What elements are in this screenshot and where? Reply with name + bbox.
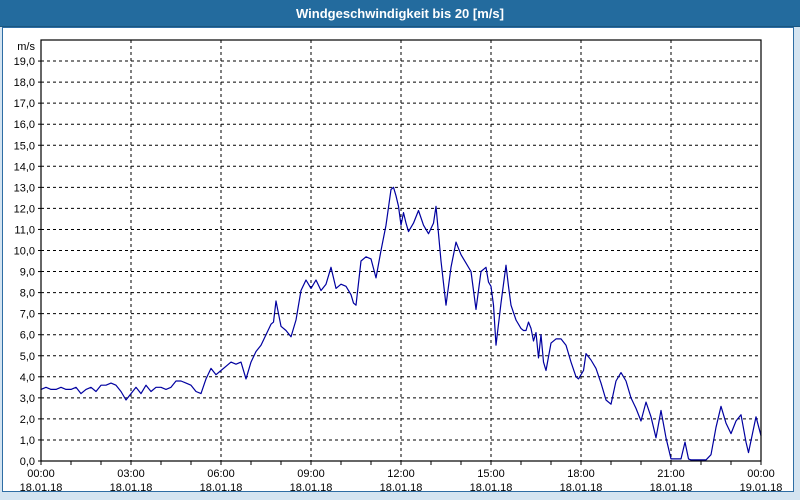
y-tick-label: 4,0 bbox=[20, 372, 35, 384]
y-tick-label: 0,0 bbox=[20, 456, 35, 468]
x-axis-labels: 00:00 18.01.18 03:00 18.01.18 06:00 18.01.18 0… bbox=[20, 468, 783, 491]
chart-frame: 0,0 1,0 2,0 3,0 4,0 5,0 6,0 7,0 8,0 9,0 10,0 11,0 12… bbox=[2, 27, 794, 492]
y-tick-label: 10,0 bbox=[14, 246, 35, 258]
y-tick-label: 12,0 bbox=[14, 203, 35, 215]
y-tick-label: 14,0 bbox=[14, 161, 35, 173]
x-tick-date-label: 18.01.18 bbox=[560, 482, 603, 491]
x-tick-date-label: 19.01.18 bbox=[740, 482, 783, 491]
y-tick-label: 8,0 bbox=[20, 288, 35, 300]
x-tick-time-label: 18:00 bbox=[567, 468, 595, 480]
y-tick-label: 5,0 bbox=[20, 351, 35, 363]
title-bar: Windgeschwindigkeit bis 20 [m/s] bbox=[0, 0, 800, 27]
y-tick-label: 19,0 bbox=[14, 56, 35, 68]
y-tick-label: 6,0 bbox=[20, 330, 35, 342]
y-tick-label: 18,0 bbox=[14, 77, 35, 89]
x-tick-date-label: 18.01.18 bbox=[110, 482, 153, 491]
y-axis-labels: 0,0 1,0 2,0 3,0 4,0 5,0 6,0 7,0 8,0 9,0 10,0 11,0 12… bbox=[14, 41, 36, 468]
y-axis-unit-label: m/s bbox=[17, 41, 35, 53]
x-tick-date-label: 18.01.18 bbox=[290, 482, 333, 491]
x-tick-date-label: 18.01.18 bbox=[650, 482, 693, 491]
x-tick-time-label: 00:00 bbox=[27, 468, 55, 480]
x-tick-time-label: 15:00 bbox=[477, 468, 505, 480]
y-tick-label: 16,0 bbox=[14, 119, 35, 131]
x-tick-time-label: 06:00 bbox=[207, 468, 235, 480]
axis-ticks bbox=[38, 60, 762, 465]
y-tick-label: 13,0 bbox=[14, 182, 35, 194]
x-tick-date-label: 18.01.18 bbox=[380, 482, 423, 491]
chart-title: Windgeschwindigkeit bis 20 [m/s] bbox=[296, 5, 504, 21]
x-tick-time-label: 00:00 bbox=[747, 468, 775, 480]
y-tick-label: 15,0 bbox=[14, 140, 35, 152]
x-tick-time-label: 03:00 bbox=[117, 468, 145, 480]
y-tick-label: 7,0 bbox=[20, 309, 35, 321]
x-tick-date-label: 18.01.18 bbox=[20, 482, 63, 491]
x-tick-date-label: 18.01.18 bbox=[200, 482, 243, 491]
plot-border bbox=[40, 39, 762, 462]
y-tick-label: 2,0 bbox=[20, 414, 35, 426]
x-tick-date-label: 18.01.18 bbox=[470, 482, 513, 491]
y-tick-label: 11,0 bbox=[14, 224, 35, 236]
y-tick-label: 9,0 bbox=[20, 267, 35, 279]
x-tick-time-label: 21:00 bbox=[657, 468, 685, 480]
wind-speed-chart: 0,0 1,0 2,0 3,0 4,0 5,0 6,0 7,0 8,0 9,0 10,0 11,0 12… bbox=[14, 39, 783, 491]
y-tick-label: 17,0 bbox=[14, 98, 35, 110]
x-tick-time-label: 12:00 bbox=[387, 468, 415, 480]
series-line bbox=[40, 186, 762, 461]
x-tick-time-label: 09:00 bbox=[297, 468, 325, 480]
gridlines bbox=[41, 40, 761, 461]
y-tick-label: 1,0 bbox=[20, 435, 35, 447]
y-tick-label: 3,0 bbox=[20, 393, 35, 405]
wind-speed-line bbox=[40, 186, 762, 461]
